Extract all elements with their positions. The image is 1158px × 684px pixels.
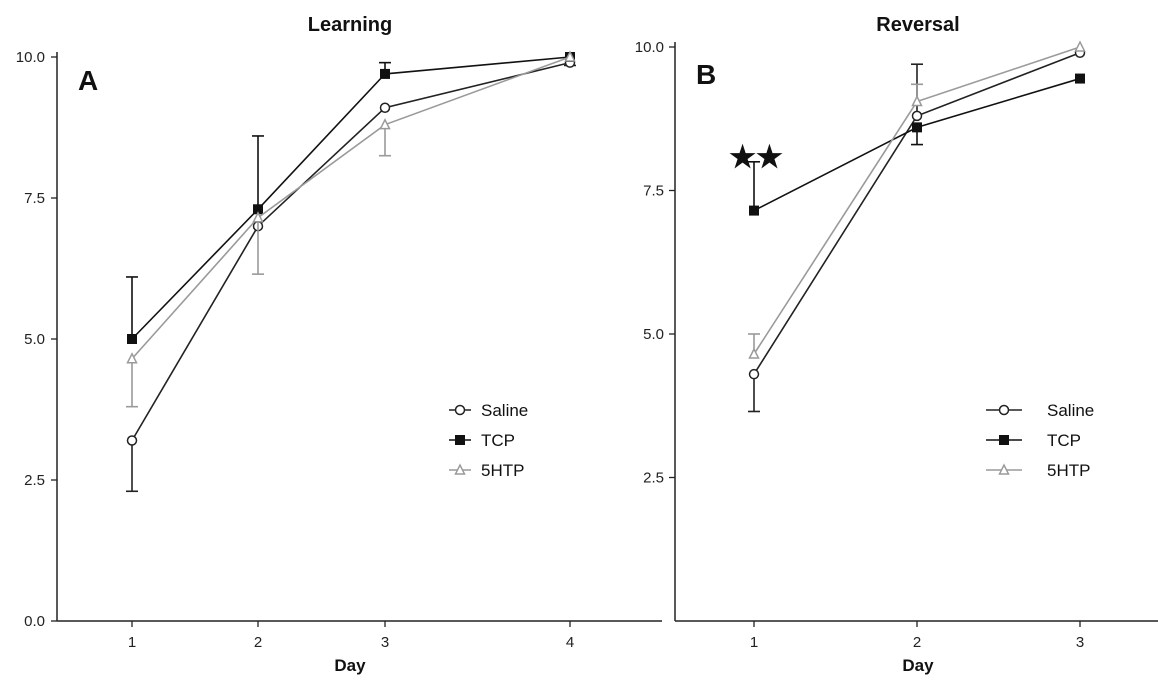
- panel-a-series-5htp-point: [379, 118, 391, 130]
- panel-a-x-tick-label: 1: [128, 634, 136, 651]
- panel-a-y-tick-label: 0.0: [24, 613, 45, 630]
- panel-a-series-5htp: [126, 50, 576, 408]
- panel-a-legend-label: 5HTP: [481, 461, 524, 480]
- panel-a-y-tick-label: 10.0: [16, 49, 45, 66]
- panel-a-x-tick-label: 2: [254, 634, 262, 651]
- panel-b-series-5htp-point: [1074, 40, 1086, 52]
- panel-b-x-tick-label: 2: [913, 634, 921, 651]
- panel-a-series-saline-point: [379, 102, 391, 114]
- panel-b-title: Reversal: [876, 14, 959, 36]
- panel-b: Reversal B 2.5 5.0 7.5 10.0 1 2 3 Day Saline TCP 5HT…: [635, 14, 1158, 675]
- panel-a-x-tick-label: 4: [566, 634, 574, 651]
- panel-a-series-tcp-point: [127, 334, 137, 344]
- panel-b-x-tick-label: 3: [1076, 634, 1084, 651]
- panel-b-y-tick-label: 7.5: [643, 183, 664, 200]
- panel-a-series-saline: [126, 57, 576, 493]
- panel-a-series-saline-line: [131, 61, 571, 441]
- panel-a-legend-marker: [455, 435, 465, 445]
- panel-b-series-tcp-point: [1075, 73, 1085, 84]
- panel-b-legend-marker: [998, 463, 1010, 475]
- panel-b-significance-stars: ★★: [729, 141, 783, 174]
- panel-b-series-tcp: [748, 73, 1085, 216]
- panel-a-series-tcp-line: [131, 56, 571, 340]
- panel-a-series-5htp-line: [131, 56, 571, 360]
- panel-b-y-tick-label: 2.5: [643, 470, 664, 487]
- panel-b-x-label: Day: [902, 656, 934, 675]
- panel-a: Learning A 0.0 2.5 5.0 7.5 10.0 1 2 3 4 Day Saline TC…: [16, 14, 662, 675]
- panel-a-x-label: Day: [334, 656, 366, 675]
- panel-b-legend-marker: [999, 435, 1009, 445]
- panel-b-series-5htp-point: [911, 94, 923, 107]
- panel-a-series-5htp-point: [252, 211, 264, 223]
- panel-b-legend-label: TCP: [1047, 431, 1081, 450]
- panel-b-series-tcp-point: [749, 205, 759, 216]
- panel-a-letter: A: [78, 65, 98, 96]
- panel-a-x-tick-label: 3: [381, 634, 389, 651]
- panel-a-legend-marker: [454, 404, 466, 416]
- panel-a-y-tick-label: 2.5: [24, 472, 45, 489]
- panel-a-legend-marker: [454, 463, 466, 475]
- panel-a-legend-label: Saline: [481, 401, 528, 420]
- panel-b-series-saline-point: [911, 110, 923, 122]
- panel-a-y-tick-label: 5.0: [24, 331, 45, 348]
- panel-a-title: Learning: [308, 14, 392, 36]
- panel-b-series-5htp-point: [748, 347, 760, 359]
- panel-b-series-5htp: [748, 40, 1086, 359]
- panel-a-series-saline-point: [126, 435, 138, 446]
- panel-b-series-tcp-point: [912, 122, 922, 133]
- panel-b-y-tick-label: 5.0: [643, 326, 664, 343]
- panel-a-legend-label: TCP: [481, 431, 515, 450]
- panel-a-series-tcp-point: [380, 68, 390, 79]
- panel-b-legend-label: 5HTP: [1047, 461, 1090, 480]
- panel-a-series-5htp-point: [126, 352, 138, 364]
- panel-b-x-tick-label: 1: [750, 634, 758, 651]
- panel-b-legend-marker: [998, 404, 1010, 416]
- panel-b-letter: B: [696, 59, 716, 90]
- panel-b-y-tick-label: 10.0: [635, 39, 664, 56]
- panel-a-series-5htp-point: [564, 50, 576, 62]
- panel-b-legend-label: Saline: [1047, 401, 1094, 420]
- panel-b-series-saline-point: [748, 368, 760, 380]
- panel-a-series-tcp: [126, 52, 575, 344]
- panel-a-y-tick-label: 7.5: [24, 190, 45, 207]
